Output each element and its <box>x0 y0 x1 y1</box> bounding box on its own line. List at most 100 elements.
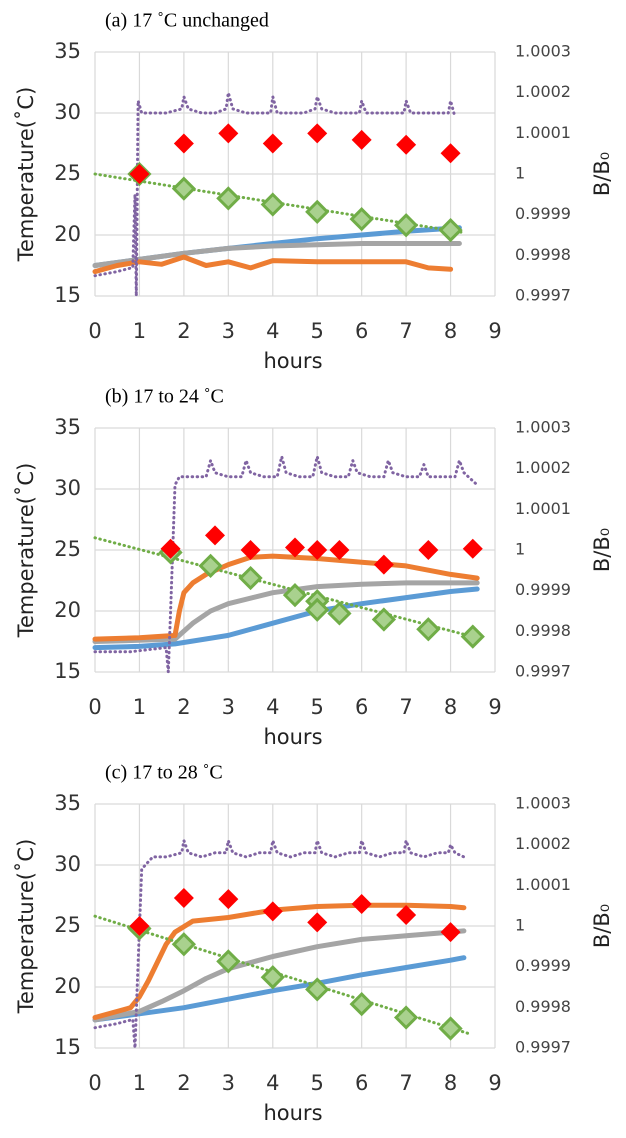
y2-tick-label: 1.0002 <box>515 458 571 477</box>
x-tick-label: 4 <box>266 695 279 719</box>
data-point <box>393 1005 419 1030</box>
x-tick-label: 2 <box>177 695 190 719</box>
data-point <box>240 540 261 560</box>
data-point <box>205 525 225 546</box>
y-tick-label: 30 <box>54 852 81 876</box>
x-axis-label: hours <box>263 1101 322 1125</box>
y-axis-label: Temperature(˚C) <box>14 87 38 263</box>
dotted-line <box>93 536 479 640</box>
data-point <box>307 912 328 933</box>
chart-title: (b) 17 to 24 ˚C <box>105 386 224 408</box>
y2-tick-label: 1 <box>515 916 525 935</box>
data-point <box>418 540 439 560</box>
y2-tick-label: 1.0001 <box>515 123 571 142</box>
data-point <box>216 186 241 211</box>
data-point <box>416 617 441 642</box>
data-point <box>305 977 330 1002</box>
data-point <box>282 583 308 608</box>
data-point <box>396 134 417 155</box>
x-tick-label: 9 <box>488 1071 501 1095</box>
y-tick-label: 15 <box>54 659 81 683</box>
x-tick-label: 6 <box>355 1071 368 1095</box>
y-tick-label: 20 <box>54 598 81 622</box>
y2-tick-label: 1.0001 <box>515 875 571 894</box>
x-tick-label: 3 <box>222 319 235 343</box>
chart-title: (a) 17 ˚C unchanged <box>105 10 269 32</box>
x-tick-label: 2 <box>177 1071 190 1095</box>
y-axis-label: Temperature(˚C) <box>14 839 38 1015</box>
x-tick-label: 1 <box>133 695 146 719</box>
y-tick-label: 35 <box>54 39 81 63</box>
y2-axis-label: B/B₀ <box>590 904 614 948</box>
data-point <box>307 540 328 560</box>
x-tick-label: 7 <box>399 1071 412 1095</box>
y2-tick-label: 0.9999 <box>515 580 571 599</box>
x-tick-label: 2 <box>177 319 190 343</box>
x-tick-label: 5 <box>311 695 324 719</box>
data-point <box>260 965 285 990</box>
y2-tick-label: 0.9997 <box>515 662 571 681</box>
data-point <box>260 192 285 217</box>
y2-tick-label: 1.0001 <box>515 499 571 518</box>
data-point <box>329 540 350 560</box>
data-point <box>462 538 483 559</box>
data-point <box>173 887 194 908</box>
data-point <box>371 607 397 632</box>
y2-tick-label: 0.9997 <box>515 286 571 305</box>
x-tick-label: 4 <box>266 319 279 343</box>
x-tick-label: 7 <box>399 319 412 343</box>
y2-tick-label: 1.0002 <box>515 834 571 853</box>
dotted-line <box>93 91 457 298</box>
data-point <box>173 133 194 154</box>
y-axis-label: Temperature(˚C) <box>14 463 38 639</box>
data-point <box>218 123 239 144</box>
y-tick-label: 20 <box>54 974 81 998</box>
data-point <box>307 123 328 144</box>
y2-tick-label: 0.9998 <box>515 245 571 264</box>
y-tick-label: 15 <box>54 283 81 307</box>
x-axis-label: hours <box>263 725 322 749</box>
y2-tick-label: 1 <box>515 540 525 559</box>
data-point <box>171 176 197 201</box>
data-line <box>92 955 467 1023</box>
data-line <box>92 902 467 1020</box>
y2-tick-label: 1.0003 <box>515 42 571 61</box>
data-point <box>285 537 305 558</box>
x-tick-label: 6 <box>355 319 368 343</box>
x-tick-label: 7 <box>399 695 412 719</box>
y-tick-label: 25 <box>54 537 81 561</box>
x-tick-label: 5 <box>311 1071 324 1095</box>
x-tick-label: 6 <box>355 695 368 719</box>
x-tick-label: 5 <box>311 319 324 343</box>
x-tick-label: 4 <box>266 1071 279 1095</box>
y2-tick-label: 1 <box>515 164 525 183</box>
data-line <box>92 586 480 651</box>
x-tick-label: 0 <box>88 1071 101 1095</box>
y2-tick-label: 1.0003 <box>515 418 571 437</box>
x-tick-label: 3 <box>222 695 235 719</box>
chart-title: (c) 17 to 28 ˚C <box>105 762 223 784</box>
data-point <box>460 624 485 649</box>
y2-tick-label: 0.9998 <box>515 997 571 1016</box>
data-point <box>349 991 374 1017</box>
x-tick-label: 1 <box>133 319 146 343</box>
data-point <box>373 554 394 575</box>
y-tick-label: 15 <box>54 1035 81 1059</box>
y2-tick-label: 1.0002 <box>515 82 571 101</box>
data-point <box>218 889 239 910</box>
data-point <box>351 129 372 150</box>
data-point <box>305 597 330 622</box>
data-point <box>160 538 181 559</box>
y2-axis-label: B/B₀ <box>590 528 614 572</box>
data-point <box>262 901 283 922</box>
data-point <box>129 916 150 936</box>
x-tick-label: 1 <box>133 1071 146 1095</box>
x-tick-label: 9 <box>488 319 501 343</box>
y-tick-label: 30 <box>54 476 81 500</box>
x-tick-label: 9 <box>488 695 501 719</box>
data-point <box>327 601 352 626</box>
y-tick-label: 30 <box>54 100 81 124</box>
y-tick-label: 35 <box>54 415 81 439</box>
data-point <box>305 199 330 224</box>
